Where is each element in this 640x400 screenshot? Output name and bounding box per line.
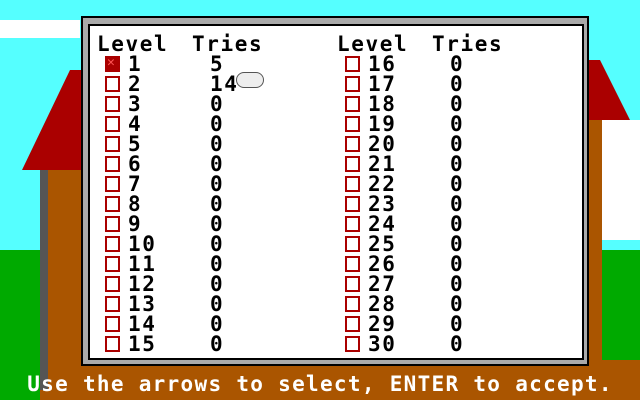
level-checkbox[interactable] [345,216,360,232]
level-checkbox[interactable] [105,296,120,312]
level-number: 8 [128,192,143,216]
level-number: 20 [368,132,397,156]
level-tries: 0 [450,252,465,276]
level-number: 14 [128,312,157,336]
level-tries: 0 [450,292,465,316]
level-checkbox[interactable] [105,76,120,92]
level-checkbox[interactable] [345,116,360,132]
instruction-text: Use the arrows to select, ENTER to accep… [27,372,613,396]
mouse-cursor-icon [236,72,264,88]
level-number: 25 [368,232,397,256]
level-number: 5 [128,132,143,156]
level-checkbox[interactable] [105,55,120,72]
level-header: Level [337,32,409,56]
level-tries: 14 [210,72,239,96]
level-checkbox[interactable] [345,276,360,292]
level-checkbox[interactable] [105,276,120,292]
level-tries: 0 [450,332,465,356]
level-tries: 0 [450,72,465,96]
level-number: 9 [128,212,143,236]
level-number: 22 [368,172,397,196]
level-tries: 0 [210,192,225,216]
level-checkbox[interactable] [105,116,120,132]
level-number: 6 [128,152,143,176]
level-tries: 0 [450,52,465,76]
level-number: 17 [368,72,397,96]
level-checkbox[interactable] [105,316,120,332]
level-checkbox[interactable] [345,196,360,212]
level-checkbox[interactable] [345,156,360,172]
level-tries: 0 [450,312,465,336]
level-tries: 0 [210,112,225,136]
level-tries: 0 [450,192,465,216]
level-tries: 0 [210,212,225,236]
level-checkbox[interactable] [345,256,360,272]
level-number: 21 [368,152,397,176]
level-number: 27 [368,272,397,296]
level-number: 7 [128,172,143,196]
level-checkbox[interactable] [105,156,120,172]
level-tries: 0 [450,232,465,256]
level-tries: 0 [450,132,465,156]
level-checkbox[interactable] [345,236,360,252]
level-checkbox[interactable] [105,216,120,232]
level-number: 30 [368,332,397,356]
level-checkbox[interactable] [345,56,360,72]
level-checkbox[interactable] [105,96,120,112]
level-select-panel: Level Tries Level Tries 1521430405060708… [88,24,584,360]
level-tries: 0 [210,232,225,256]
level-tries: 0 [210,92,225,116]
level-number: 29 [368,312,397,336]
tries-header: Tries [432,32,504,56]
level-number: 11 [128,252,157,276]
level-checkbox[interactable] [105,136,120,152]
level-number: 10 [128,232,157,256]
level-number: 12 [128,272,157,296]
level-number: 18 [368,92,397,116]
level-checkbox[interactable] [105,256,120,272]
level-checkbox[interactable] [105,176,120,192]
level-tries: 0 [210,172,225,196]
level-checkbox[interactable] [105,336,120,352]
cloud [0,20,80,38]
level-number: 26 [368,252,397,276]
level-number: 23 [368,192,397,216]
level-tries: 0 [450,112,465,136]
tries-header: Tries [192,32,264,56]
level-tries: 0 [450,212,465,236]
level-checkbox[interactable] [345,336,360,352]
level-tries: 0 [450,172,465,196]
level-checkbox[interactable] [345,296,360,312]
level-number: 24 [368,212,397,236]
level-number: 19 [368,112,397,136]
level-tries: 0 [210,132,225,156]
level-checkbox[interactable] [345,136,360,152]
level-tries: 0 [210,252,225,276]
level-number: 4 [128,112,143,136]
level-number: 28 [368,292,397,316]
level-header: Level [97,32,169,56]
level-checkbox[interactable] [345,316,360,332]
ground [40,360,640,400]
level-number: 1 [128,52,143,76]
level-checkbox[interactable] [105,196,120,212]
level-checkbox[interactable] [105,236,120,252]
level-tries: 0 [210,332,225,356]
level-number: 16 [368,52,397,76]
level-tries: 0 [450,272,465,296]
level-tries: 0 [210,292,225,316]
level-tries: 5 [210,52,225,76]
level-number: 2 [128,72,143,96]
level-tries: 0 [210,272,225,296]
level-number: 15 [128,332,157,356]
level-tries: 0 [450,152,465,176]
level-tries: 0 [210,312,225,336]
level-tries: 0 [450,92,465,116]
level-checkbox[interactable] [345,76,360,92]
level-number: 13 [128,292,157,316]
level-checkbox[interactable] [345,96,360,112]
level-tries: 0 [210,152,225,176]
level-checkbox[interactable] [345,176,360,192]
level-number: 3 [128,92,143,116]
